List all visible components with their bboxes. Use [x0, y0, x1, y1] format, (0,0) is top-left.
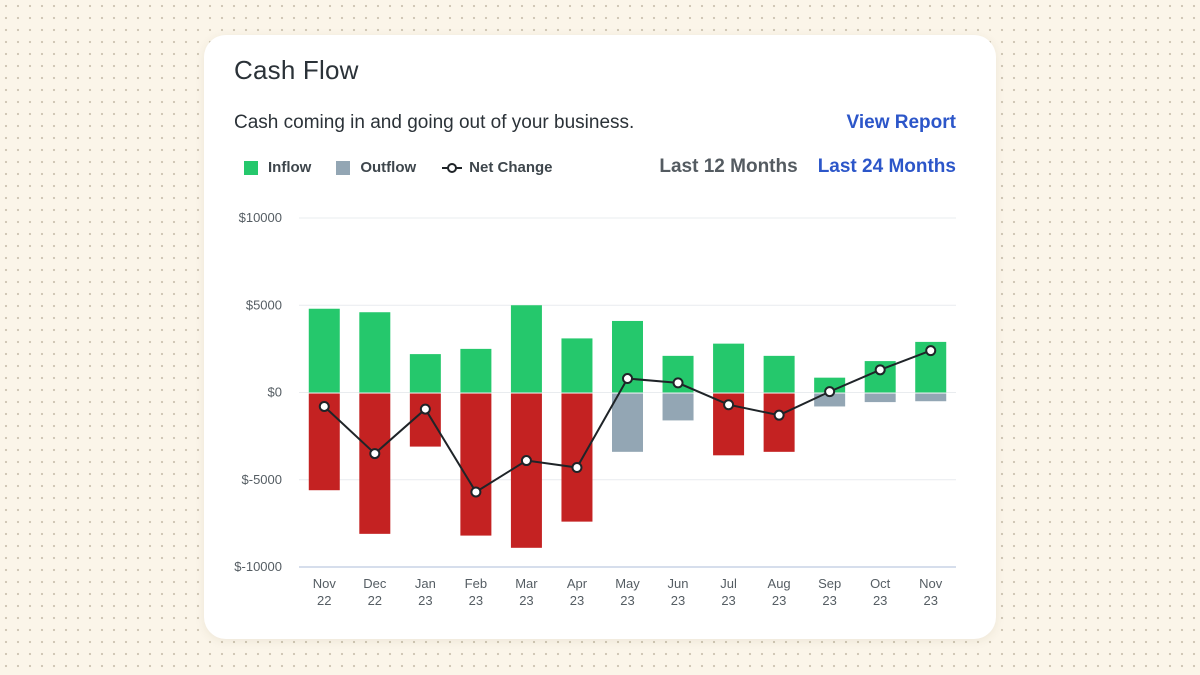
- net-change-line-icon: [442, 162, 463, 173]
- cash-flow-card: Cash Flow Cash coming in and going out o…: [204, 35, 996, 639]
- net-change-point: [520, 455, 532, 467]
- x-tick-label-year: 23: [570, 593, 584, 608]
- x-tick-label-month: Aug: [768, 576, 791, 591]
- net-change-point: [773, 409, 785, 421]
- x-tick-label-month: Jun: [668, 576, 689, 591]
- card-subtitle: Cash coming in and going out of your bus…: [234, 112, 635, 133]
- outflow-bar: [763, 393, 795, 452]
- x-tick-label-month: Jan: [415, 576, 436, 591]
- outflow-bar: [561, 393, 593, 522]
- y-tick-label: $10000: [239, 210, 282, 225]
- x-tick-label-month: Nov: [313, 576, 337, 591]
- x-tick-label-year: 23: [822, 593, 836, 608]
- legend-inflow: Inflow: [244, 159, 311, 176]
- net-change-point: [925, 345, 937, 357]
- x-tick-label-month: Apr: [567, 576, 588, 591]
- y-tick-label: $5000: [246, 297, 282, 312]
- y-tick-label: $-10000: [234, 559, 282, 574]
- inflow-bar: [763, 355, 795, 393]
- x-tick-label-month: Nov: [919, 576, 943, 591]
- inflow-bar: [510, 305, 542, 393]
- outflow-bar: [864, 393, 896, 403]
- net-change-point: [470, 486, 482, 498]
- inflow-bar: [308, 308, 340, 393]
- outflow-bar: [460, 393, 492, 536]
- net-change-point: [723, 399, 735, 411]
- net-change-point: [419, 403, 431, 415]
- legend-net-change: Net Change: [441, 159, 553, 176]
- outflow-bar: [359, 393, 391, 534]
- x-tick-label-year: 22: [368, 593, 382, 608]
- last-24-months-button[interactable]: Last 24 Months: [817, 156, 956, 177]
- x-tick-label-month: May: [615, 576, 640, 591]
- inflow-bar: [359, 312, 391, 393]
- inflow-bar: [409, 354, 441, 393]
- outflow-bar: [612, 393, 643, 452]
- inflow-bar: [561, 338, 593, 393]
- outflow-bar: [662, 393, 694, 421]
- x-tick-label-year: 22: [317, 593, 331, 608]
- x-tick-label-month: Sep: [818, 576, 841, 591]
- x-tick-label-year: 23: [721, 593, 735, 608]
- card-title: Cash Flow: [234, 55, 359, 85]
- cash-flow-chart: $10000 $5000 $0 $-5000 $-10000 Nov 22 Dec 22 Jan 2…: [234, 210, 956, 608]
- x-tick-label-year: 23: [873, 593, 887, 608]
- last-12-months-button[interactable]: Last 12 Months: [659, 156, 798, 177]
- x-tick-label-month: Mar: [515, 576, 538, 591]
- net-change-point: [369, 448, 381, 460]
- inflow-bar: [713, 343, 745, 393]
- outflow-bar: [915, 393, 947, 402]
- inflow-swatch: [244, 160, 258, 175]
- net-change-point: [672, 377, 684, 389]
- outflow-bar: [814, 393, 846, 407]
- legend-inflow-label: Inflow: [268, 159, 312, 176]
- outflow-bar: [409, 393, 441, 447]
- net-change-point: [824, 386, 836, 398]
- x-tick-label-month: Jul: [720, 576, 737, 591]
- inflow-bar: [460, 348, 492, 393]
- net-change-point: [874, 364, 886, 376]
- y-tick-label: $-5000: [242, 472, 282, 487]
- x-tick-label-month: Feb: [465, 576, 487, 591]
- outflow-swatch: [336, 160, 351, 175]
- x-tick-label-month: Oct: [870, 576, 891, 591]
- view-report-link[interactable]: View Report: [846, 112, 956, 133]
- x-tick-label-month: Dec: [363, 576, 387, 591]
- legend-net-change-label: Net Change: [469, 159, 553, 176]
- net-change-point: [571, 462, 583, 474]
- y-tick-label: $0: [268, 385, 282, 400]
- range-toggle: Last 12 Months Last 24 Months: [659, 156, 956, 178]
- x-tick-label-year: 23: [620, 593, 634, 608]
- net-change-point: [318, 400, 330, 412]
- legend-outflow: Outflow: [336, 159, 416, 176]
- outflow-bar: [510, 393, 542, 548]
- x-tick-label-year: 23: [469, 593, 483, 608]
- x-tick-label-year: 23: [772, 593, 786, 608]
- chart-legend: Inflow Outflow Net Change: [244, 159, 578, 176]
- x-tick-label-year: 23: [519, 593, 533, 608]
- net-change-point: [622, 373, 633, 385]
- x-tick-label-year: 23: [418, 593, 432, 608]
- x-tick-label-year: 23: [923, 593, 937, 608]
- x-tick-label-year: 23: [671, 593, 685, 608]
- legend-outflow-label: Outflow: [360, 159, 417, 176]
